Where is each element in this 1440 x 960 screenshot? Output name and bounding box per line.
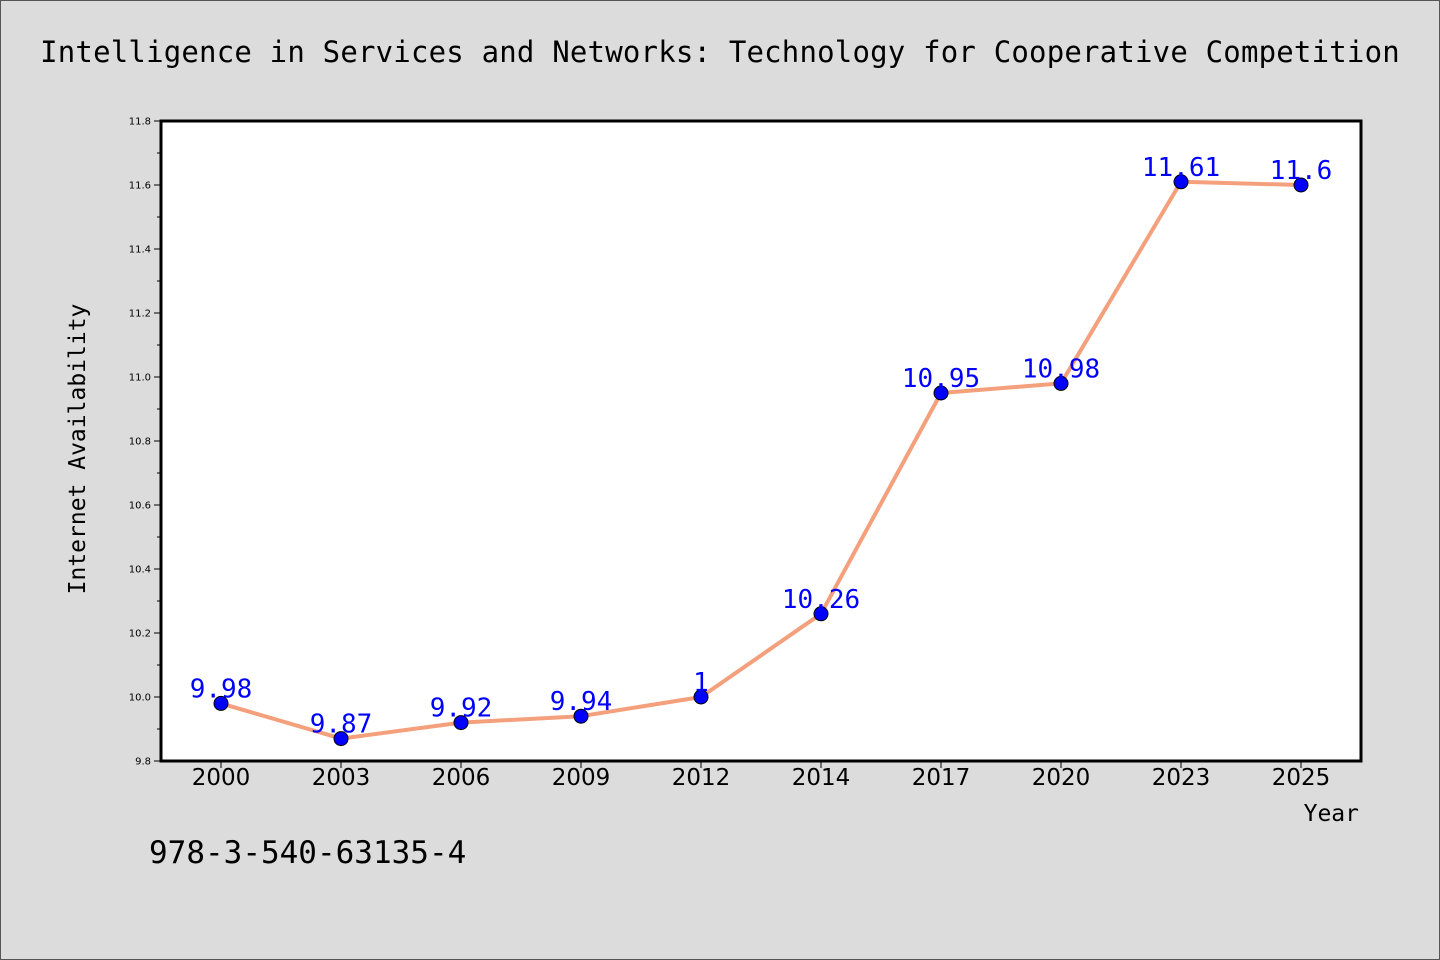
y-axis-label: Internet Availability [65, 304, 91, 595]
chart-title: Intelligence in Services and Networks: T… [40, 35, 1400, 69]
data-label: 9.87 [310, 710, 373, 740]
y-tick-label: 9.8 [135, 757, 151, 768]
x-tick-label: 2017 [912, 765, 971, 791]
series-line [220, 179, 1302, 741]
x-axis: 2000 2003 2006 2009 2012 2014 2017 2020 2023 2025 [192, 761, 1331, 791]
data-labels: 9.98 9.87 9.92 9.94 1 10.26 10.95 10.98 11.61 11.… [190, 153, 1333, 740]
data-label: 9.92 [430, 694, 493, 724]
x-tick-label: 2006 [432, 765, 491, 791]
data-label: 10.26 [782, 585, 860, 615]
data-point [1293, 177, 1309, 193]
x-axis-label: Year [1304, 801, 1359, 827]
data-label: 10.98 [1022, 354, 1100, 384]
x-tick-label: 2012 [672, 765, 731, 791]
x-tick-label: 2003 [312, 765, 371, 791]
data-point [693, 689, 709, 705]
x-tick-label: 2023 [1152, 765, 1211, 791]
y-tick-label: 10.8 [129, 437, 151, 448]
y-tick-label: 10.2 [129, 629, 151, 640]
y-tick-label: 11.4 [129, 245, 151, 256]
y-tick-label: 10.4 [129, 565, 151, 576]
data-point [213, 695, 229, 711]
data-point [333, 731, 349, 747]
y-tick-label: 11.6 [129, 181, 151, 192]
data-label: 1 [693, 668, 709, 698]
y-tick-label: 11.0 [129, 373, 151, 384]
x-tick-label: 2020 [1032, 765, 1091, 791]
data-label: 11.6 [1270, 156, 1333, 186]
data-label: 9.94 [550, 687, 613, 717]
data-point [813, 606, 829, 622]
y-tick-label: 11.8 [129, 117, 151, 128]
data-point [1053, 375, 1069, 391]
y-tick-label: 10.6 [129, 501, 151, 512]
data-label: 11.61 [1142, 153, 1220, 183]
y-axis: 9.8 10.0 10.2 10.4 10.6 10.8 11.0 11.2 11.4 11.6 1… [129, 117, 161, 768]
isbn-code: 978-3-540-63135-4 [149, 835, 467, 871]
x-tick-label: 2009 [552, 765, 611, 791]
x-tick-label: 2000 [192, 765, 251, 791]
data-point [573, 708, 589, 724]
plot-area [159, 119, 1363, 763]
x-tick-label: 2014 [792, 765, 851, 791]
y-tick-label: 11.2 [129, 309, 151, 320]
series-line-group [220, 179, 1302, 741]
data-label: 9.98 [190, 674, 253, 704]
data-point [453, 715, 469, 731]
data-point [933, 385, 949, 401]
x-tick-label: 2025 [1272, 765, 1331, 791]
data-points [213, 174, 1309, 747]
data-point [1173, 174, 1189, 190]
y-tick-label: 10.0 [129, 693, 151, 704]
data-label: 10.95 [902, 364, 980, 394]
